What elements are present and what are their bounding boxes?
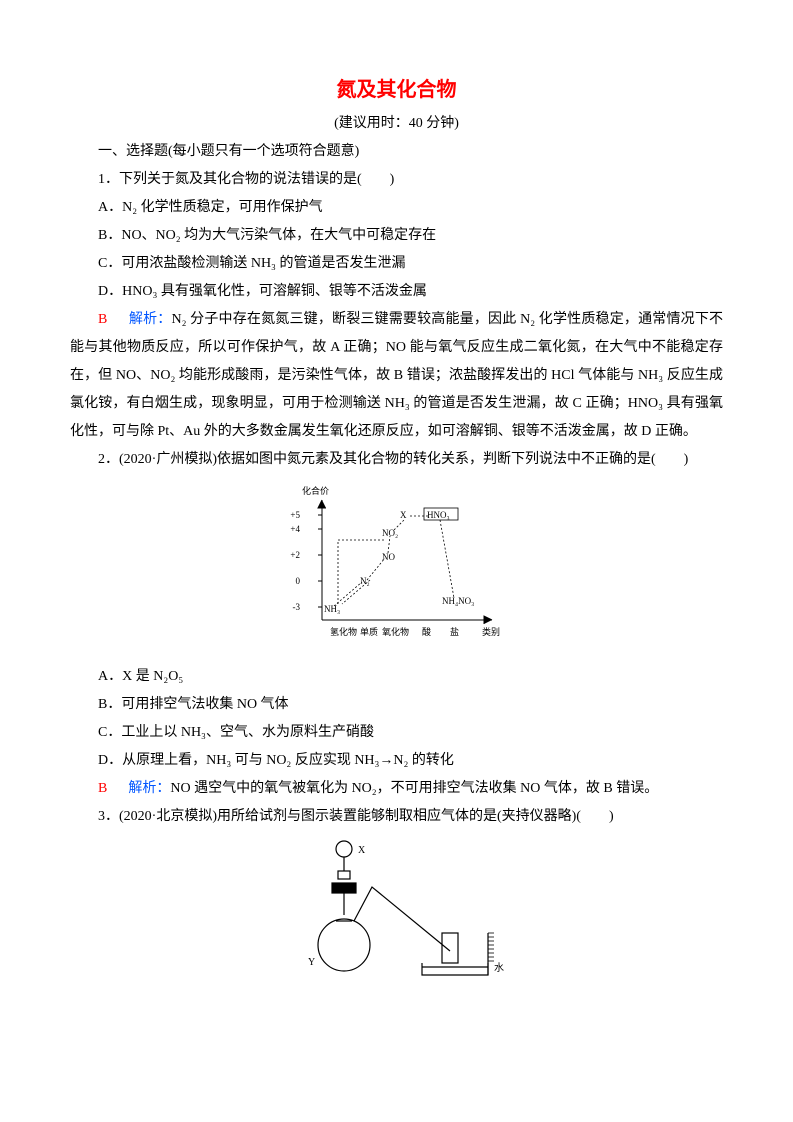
q1-option-c: C．可用浓盐酸检测输送 NH₃ 的管道是否发生泄漏 (70, 250, 723, 278)
explain-label: 解析： (128, 781, 170, 796)
q2-option-d: D．从原理上看，NH₃ 可与 NO₂ 反应实现 NH₃→N₂ 的转化 (70, 747, 723, 775)
q2-stem: 2．(2020·广州模拟)依据如图中氮元素及其化合物的转化关系，判断下列说法中不… (70, 446, 723, 474)
label-nh3: NH₃ (324, 604, 340, 614)
q2-explain-text: NO 遇空气中的氧气被氧化为 NO₂，不可用排空气法收集 NO 气体，故 B 错… (170, 781, 658, 796)
label-nh4no3: NH₄NO₃ (442, 596, 474, 606)
apparatus-diagram: X Y 水 (282, 837, 512, 987)
xaxis-label: 类别 (482, 626, 500, 637)
svg-text:+5: +5 (290, 510, 300, 520)
q3-figure: X Y 水 (70, 837, 723, 998)
label-water: 水 (494, 962, 504, 974)
svg-text:单质: 单质 (360, 626, 378, 637)
q1-stem: 1．下列关于氮及其化合物的说法错误的是( ) (70, 166, 723, 194)
svg-text:-3: -3 (292, 602, 300, 612)
q2-option-a: A．X 是 N₂O₅ (70, 663, 723, 691)
label-no: NO (382, 552, 395, 562)
q1-explanation: B 解析：N₂ 分子中存在氮氮三键，断裂三键需要较高能量，因此 N₂ 化学性质稳… (70, 306, 723, 446)
svg-text:氢化物: 氢化物 (330, 626, 357, 637)
valence-diagram: 化合价 类别 +5 +4 +2 0 -3 氢化物 单质 氧化物 酸 盐 NH₃ … (282, 480, 512, 650)
page-subtitle: (建议用时：40 分钟) (70, 110, 723, 138)
q1-answer-letter: B (98, 312, 107, 327)
explain-label: 解析： (129, 312, 172, 327)
label-x: X (400, 510, 407, 520)
q1-option-a: A．N₂ 化学性质稳定，可用作保护气 (70, 194, 723, 222)
svg-text:+4: +4 (290, 524, 300, 534)
q1-option-d: D．HNO₃ 具有强氧化性，可溶解铜、银等不活泼金属 (70, 278, 723, 306)
q2-option-c: C．工业上以 NH₃、空气、水为原料生产硝酸 (70, 719, 723, 747)
label-y: Y (308, 957, 315, 968)
q2-explanation: B 解析：NO 遇空气中的氧气被氧化为 NO₂，不可用排空气法收集 NO 气体，… (70, 775, 723, 803)
svg-text:0: 0 (295, 576, 300, 586)
q1-explain-text: N₂ 分子中存在氮氮三键，断裂三键需要较高能量，因此 N₂ 化学性质稳定，通常情… (70, 312, 723, 439)
label-hno3: HNO₃ (427, 510, 450, 520)
svg-text:+2: +2 (290, 550, 300, 560)
svg-text:酸: 酸 (422, 627, 431, 637)
svg-text:盐: 盐 (450, 626, 459, 637)
q1-option-b: B．NO、NO₂ 均为大气污染气体，在大气中可稳定存在 (70, 222, 723, 250)
label-x: X (358, 845, 366, 856)
svg-text:氧化物: 氧化物 (382, 626, 409, 637)
page-title: 氮及其化合物 (70, 70, 723, 110)
section-1-heading: 一、选择题(每小题只有一个选项符合题意) (70, 138, 723, 166)
yaxis-label: 化合价 (302, 485, 329, 496)
label-n2: N₂ (360, 576, 370, 586)
q2-option-b: B．可用排空气法收集 NO 气体 (70, 691, 723, 719)
q2-answer-letter: B (98, 781, 107, 796)
q2-figure: 化合价 类别 +5 +4 +2 0 -3 氢化物 单质 氧化物 酸 盐 NH₃ … (70, 480, 723, 661)
q3-stem: 3．(2020·北京模拟)用所给试剂与图示装置能够制取相应气体的是(夹持仪器略)… (70, 803, 723, 831)
